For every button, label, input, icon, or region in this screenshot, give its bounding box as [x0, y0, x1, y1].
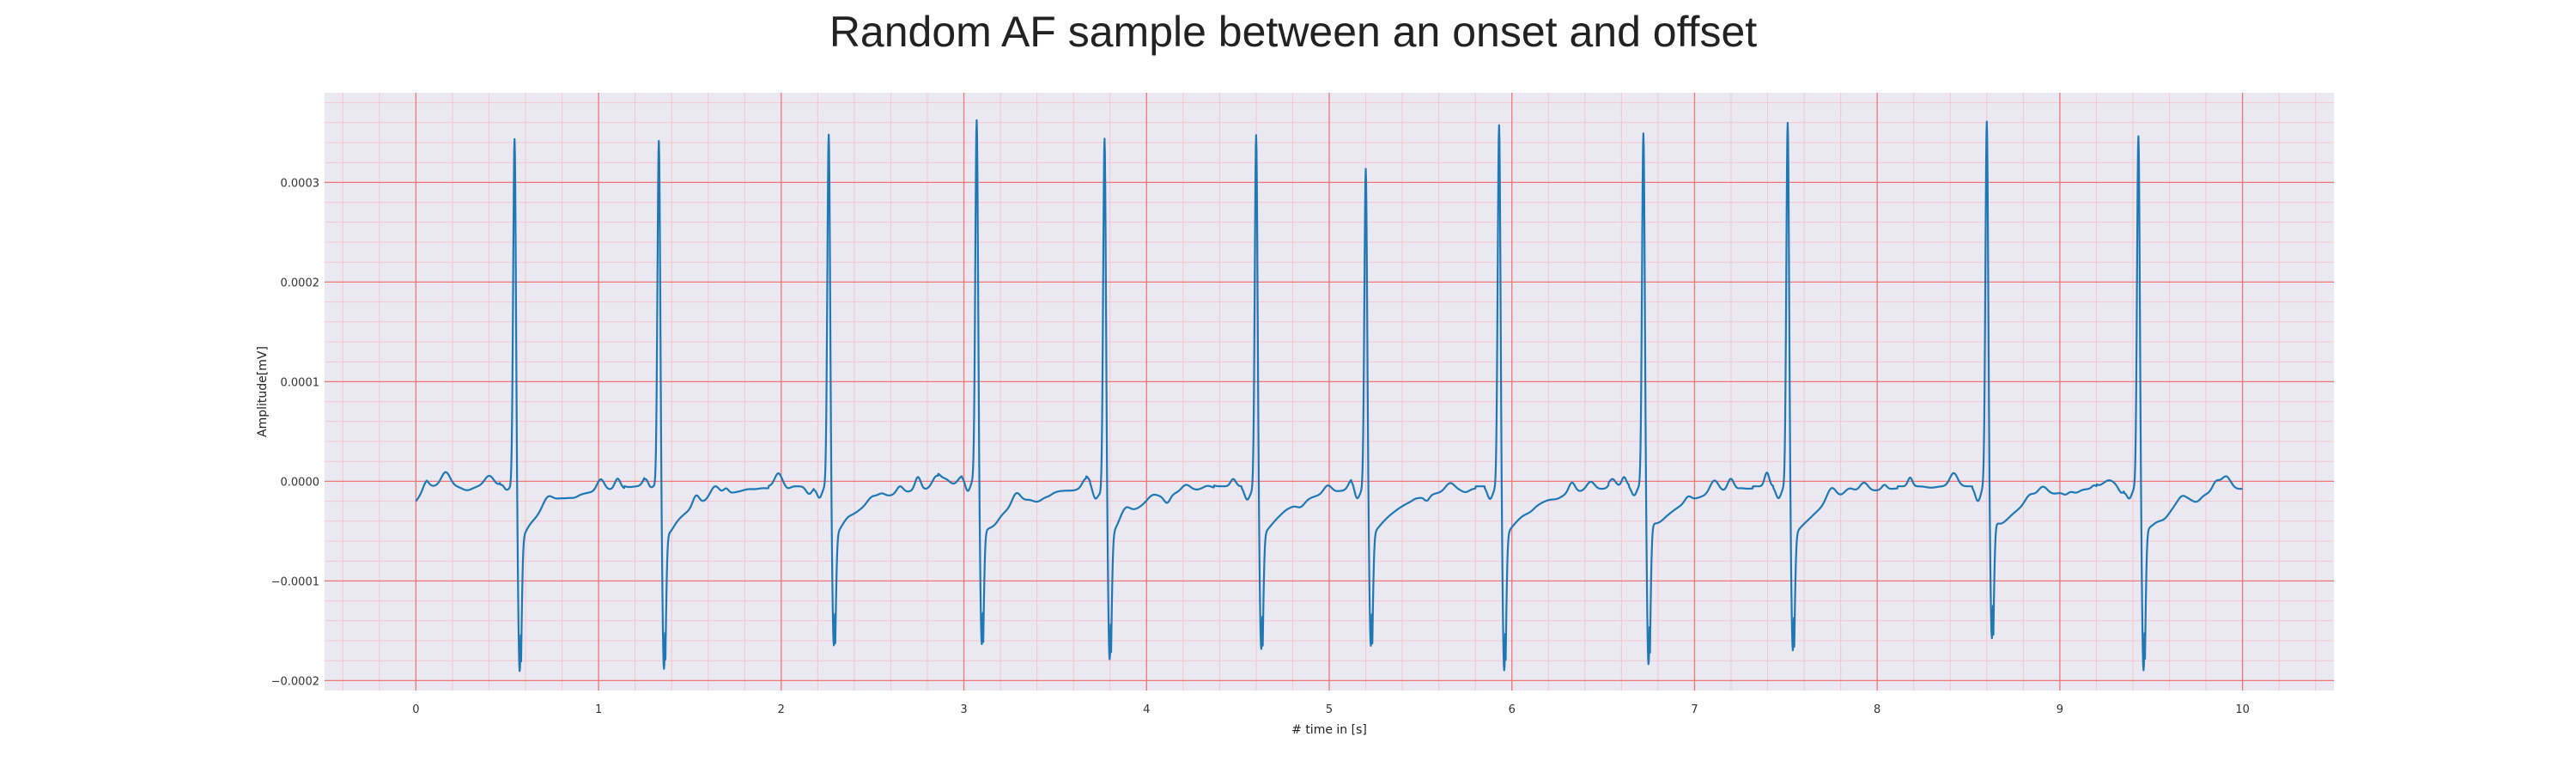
- chart-title: Random AF sample between an onset and of…: [829, 8, 1757, 56]
- x-tick-label: 8: [1874, 703, 1880, 716]
- y-tick-label: 0.0001: [281, 376, 320, 389]
- y-tick-label: −0.0001: [271, 575, 319, 588]
- x-tick-label: 5: [1326, 703, 1333, 716]
- y-tick-label: 0.0000: [281, 476, 320, 489]
- x-tick-label: 2: [778, 703, 785, 716]
- x-tick-label: 9: [2057, 703, 2063, 716]
- x-tick-label: 4: [1143, 703, 1150, 716]
- y-tick-label: 0.0003: [281, 177, 320, 190]
- x-tick-labels: 0 1 2 3 4 5 6 7 8 9 10: [412, 703, 2250, 716]
- x-tick-label: 1: [595, 703, 602, 716]
- ecg-series-line: [415, 119, 2244, 673]
- x-tick-label: 6: [1509, 703, 1516, 716]
- x-tick-label: 10: [2235, 703, 2250, 716]
- x-axis-label: # time in [s]: [1291, 723, 1367, 737]
- x-tick-label: 7: [1691, 703, 1698, 716]
- y-axis-label: Amplitude[mV]: [256, 346, 270, 437]
- y-tick-label: −0.0002: [271, 675, 319, 688]
- y-tick-labels: −0.0002 −0.0001 0.0000 0.0001 0.0002 0.0003: [271, 177, 319, 688]
- major-grid: [325, 93, 2334, 691]
- y-tick-label: 0.0002: [281, 277, 320, 289]
- x-tick-label: 3: [960, 703, 967, 716]
- x-tick-label: 0: [412, 703, 419, 716]
